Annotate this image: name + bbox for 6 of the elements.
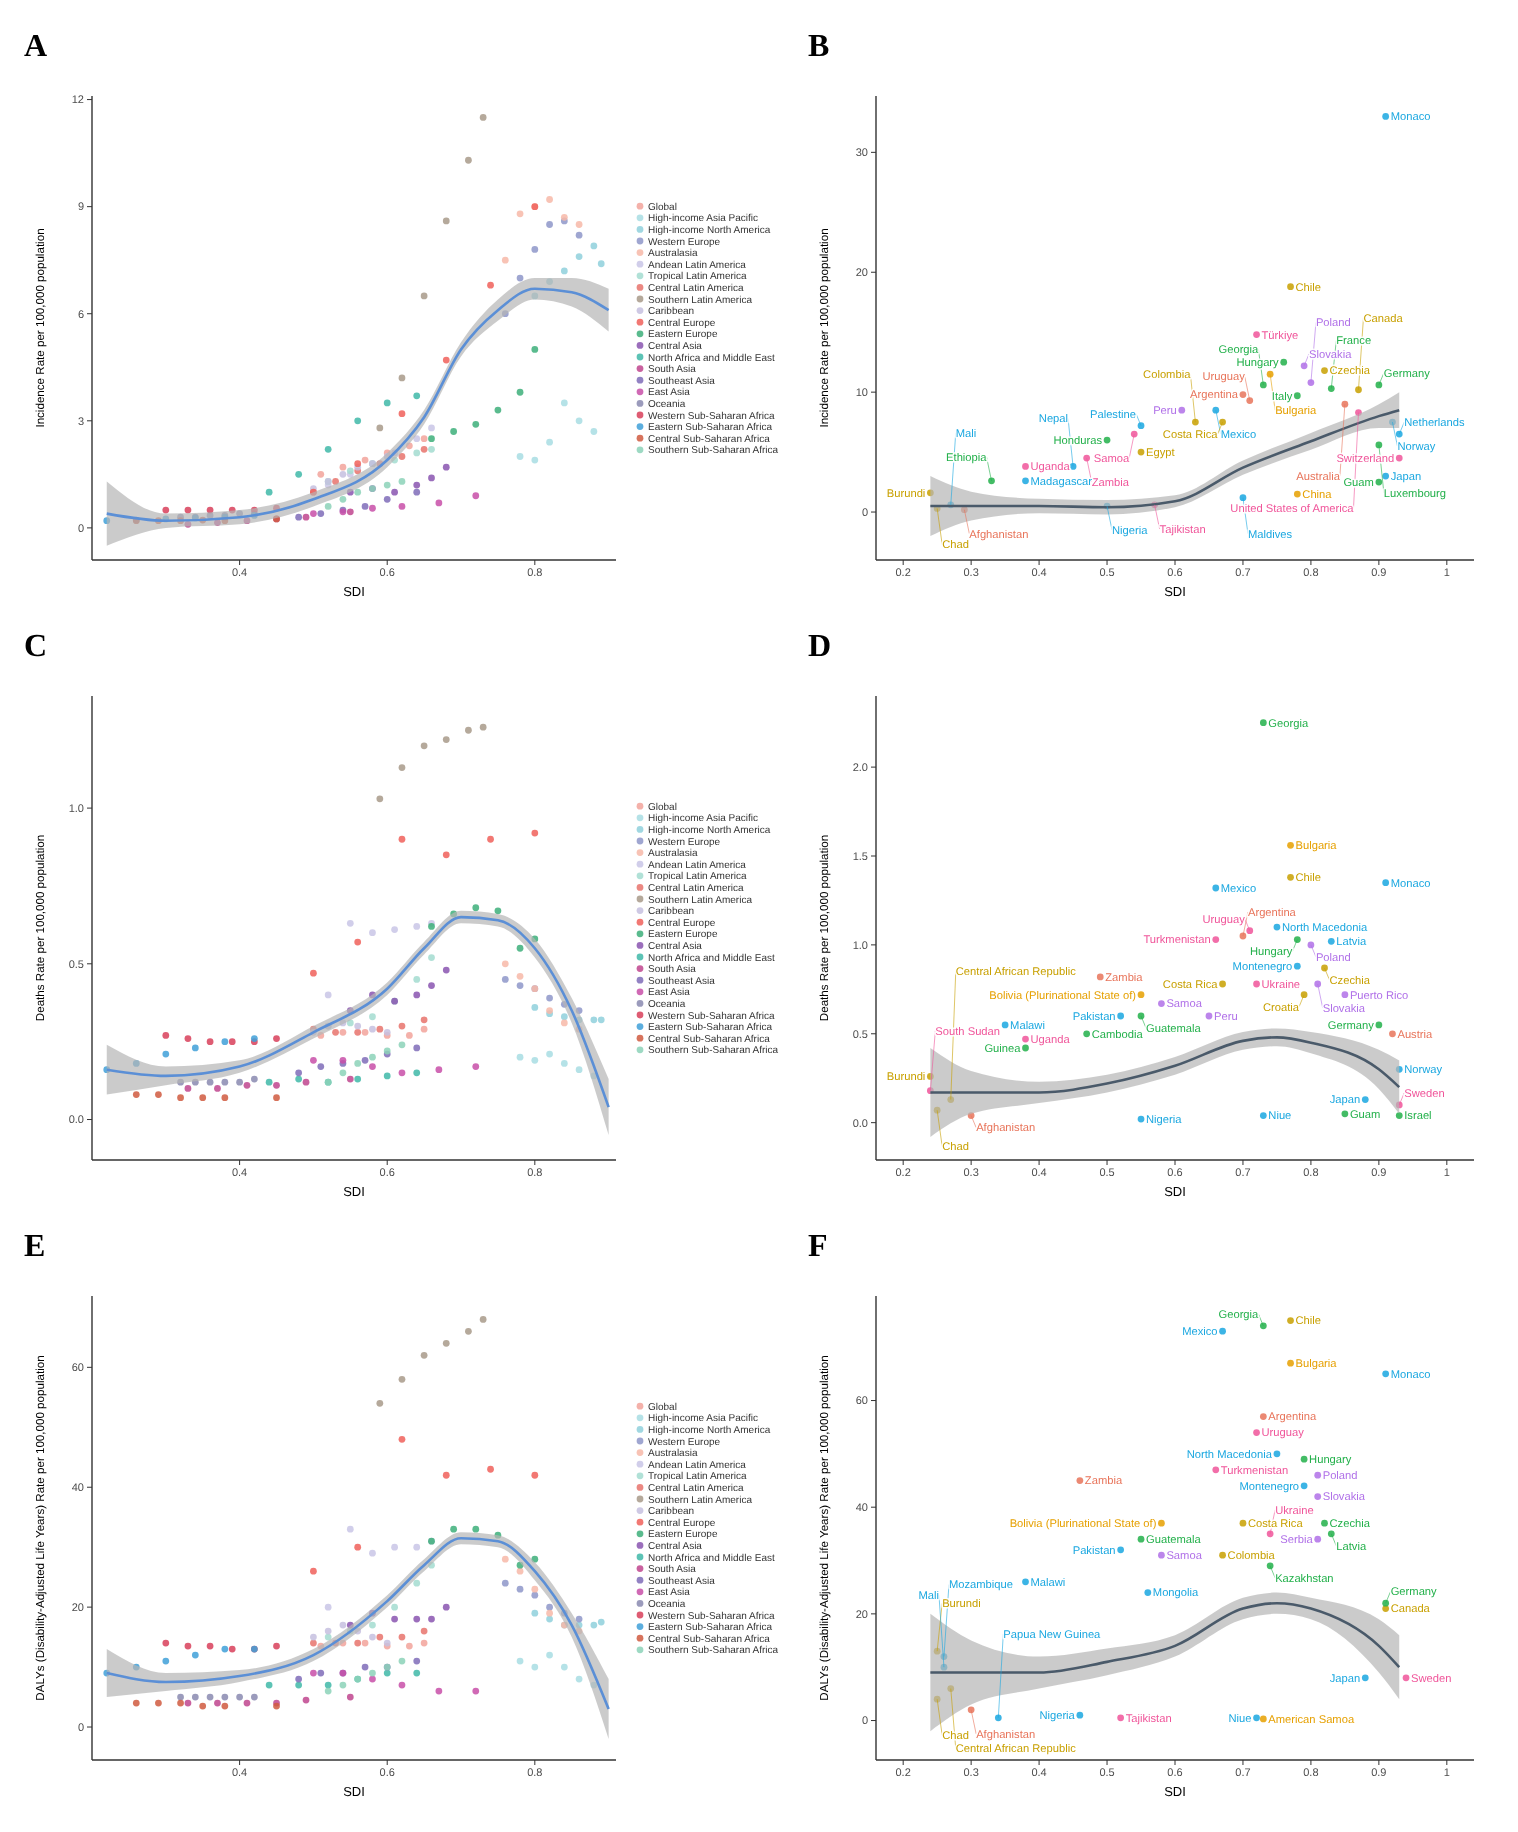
chart-title: F: [808, 1230, 828, 1264]
chart-title: A: [24, 30, 48, 64]
chart-title: E: [24, 1230, 46, 1264]
chart-title: D: [808, 630, 832, 664]
chart-title: B: [808, 30, 830, 64]
chart-title: C: [24, 630, 48, 664]
